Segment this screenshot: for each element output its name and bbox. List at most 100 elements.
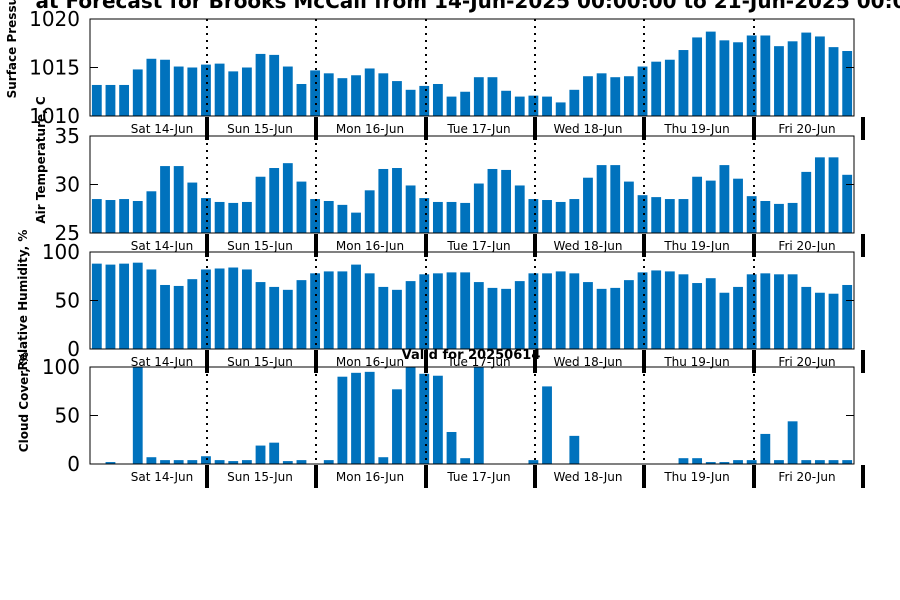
chart-bar xyxy=(828,460,839,464)
chart-bar xyxy=(842,174,853,233)
chart-bar xyxy=(473,183,484,233)
chart-bar xyxy=(528,273,539,349)
y-tick-label: 0 xyxy=(67,337,80,361)
chart-bar xyxy=(173,66,184,116)
chart-bar xyxy=(692,283,703,349)
chart-bar xyxy=(296,181,307,233)
chart-bar xyxy=(446,272,457,349)
chart-bar xyxy=(555,271,566,349)
chart-bar xyxy=(801,286,812,349)
chart-bar xyxy=(405,367,416,464)
chart-bar xyxy=(119,199,130,233)
chart-bar xyxy=(310,70,321,116)
chart-bar xyxy=(160,284,170,349)
chart-bar xyxy=(651,270,662,349)
chart-bar xyxy=(351,264,361,349)
y-axis-label: Cloud Cover, % xyxy=(17,352,31,452)
chart-bar xyxy=(255,53,266,116)
y-tick-label: 100 xyxy=(42,240,80,264)
chart-bar xyxy=(678,50,689,116)
x-day-label: Tue 17-Jun xyxy=(446,122,510,136)
x-day-label: Mon 16-Jun xyxy=(336,355,404,369)
plot-frame xyxy=(89,366,855,465)
chart-bar xyxy=(269,54,280,116)
chart-bar xyxy=(282,461,293,464)
chart-bar xyxy=(719,165,730,233)
chart-bar xyxy=(651,197,662,233)
y-tick-label: 1015 xyxy=(29,56,80,80)
chart-bar xyxy=(610,287,621,349)
x-day-label: Mon 16-Jun xyxy=(336,239,404,253)
chart-bar xyxy=(801,32,812,116)
chart-bar xyxy=(378,168,389,233)
chart-bar xyxy=(569,273,580,349)
chart-bar xyxy=(514,185,525,233)
y-tick-label: 1020 xyxy=(29,7,80,31)
chart-bar xyxy=(814,292,825,349)
chart-bar xyxy=(774,203,784,233)
y-tick-label: 35 xyxy=(55,124,80,148)
chart-panel: 0 50 100 Sat 14-Jun Sun 15-Jun Mon 16-Jun Tue … xyxy=(16,230,865,373)
chart-bar xyxy=(432,273,443,349)
chart-bar xyxy=(460,272,471,349)
chart-bar xyxy=(432,375,443,464)
chart-bar xyxy=(678,458,689,464)
y-tick-label: 1010 xyxy=(29,104,80,128)
chart-bar xyxy=(460,202,471,233)
x-day-label: Wed 18-Jun xyxy=(554,470,623,484)
chart-bar xyxy=(814,157,825,233)
chart-bar xyxy=(132,200,143,233)
y-tick-label: 50 xyxy=(55,404,80,428)
chart-panels: 1010 1015 1020 Sat 14-Jun Sun 15-Jun Mon 16-J… xyxy=(5,0,865,488)
chart-bar xyxy=(596,165,607,233)
chart-bar xyxy=(719,40,730,117)
chart-bar xyxy=(337,204,348,233)
chart-bar xyxy=(214,268,225,349)
chart-bar xyxy=(351,212,361,233)
chart-bar xyxy=(173,460,184,464)
valid-date-label: Valid for 20250614 xyxy=(402,348,541,363)
chart-bar xyxy=(323,73,334,116)
chart-bar xyxy=(501,169,512,233)
chart-bar xyxy=(160,166,170,233)
chart-bar xyxy=(651,61,662,116)
x-day-label: Thu 19-Jun xyxy=(663,239,729,253)
chart-bar xyxy=(241,67,252,116)
x-day-label: Tue 17-Jun xyxy=(446,239,510,253)
chart-bar xyxy=(542,96,552,116)
x-day-label: Tue 17-Jun xyxy=(446,355,510,369)
chart-bar xyxy=(473,282,484,349)
chart-bar xyxy=(814,460,825,464)
chart-bar xyxy=(542,386,552,464)
x-day-label: Mon 16-Jun xyxy=(336,122,404,136)
chart-bar xyxy=(146,191,157,233)
chart-bar xyxy=(201,64,211,116)
x-day-label: Mon 16-Jun xyxy=(336,470,404,484)
chart-bar xyxy=(596,288,607,349)
chart-bar xyxy=(678,274,689,349)
chart-bar xyxy=(460,458,471,464)
chart-bar xyxy=(692,176,703,233)
chart-bar xyxy=(432,83,443,116)
chart-bar xyxy=(555,102,566,116)
chart-bar xyxy=(460,91,471,116)
chart-bar xyxy=(378,286,389,349)
chart-bar xyxy=(787,274,798,349)
x-day-label: Wed 18-Jun xyxy=(554,355,623,369)
x-day-label: Fri 20-Jun xyxy=(778,470,835,484)
chart-bar xyxy=(801,460,812,464)
chart-bar xyxy=(787,421,798,464)
x-day-label: Tue 17-Jun xyxy=(446,470,510,484)
chart-bar xyxy=(91,263,102,349)
chart-bar xyxy=(269,442,280,464)
x-day-label: Thu 19-Jun xyxy=(663,355,729,369)
chart-bar xyxy=(419,373,430,464)
chart-bar xyxy=(105,264,116,349)
y-axis-label: Surface Pressure, m xyxy=(5,0,19,98)
chart-bar xyxy=(514,281,525,349)
x-day-label: Fri 20-Jun xyxy=(778,122,835,136)
chart-bar xyxy=(228,461,239,464)
chart-bar xyxy=(201,198,211,233)
chart-bar xyxy=(705,462,716,464)
chart-bar xyxy=(105,200,116,233)
